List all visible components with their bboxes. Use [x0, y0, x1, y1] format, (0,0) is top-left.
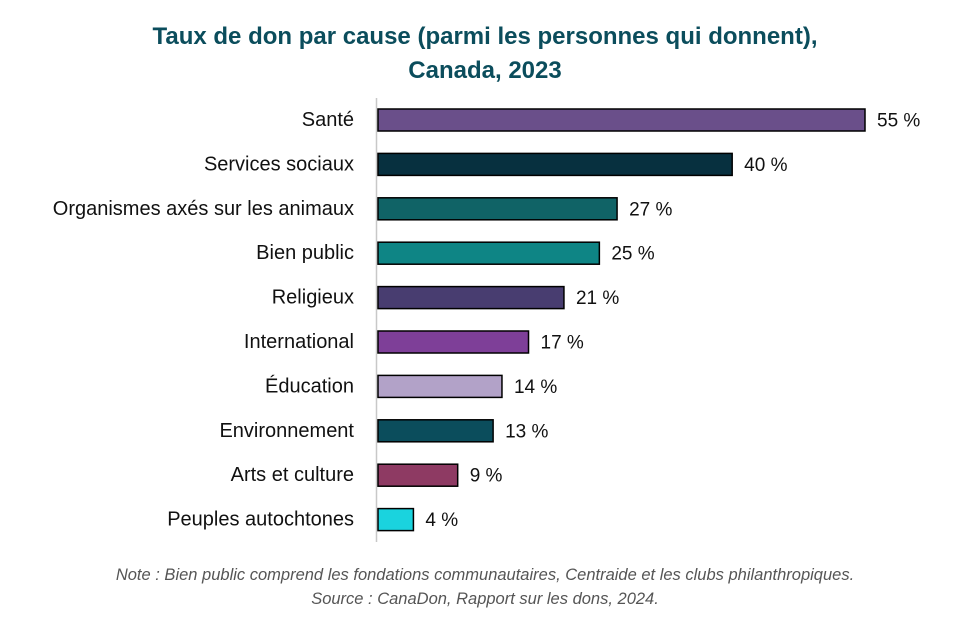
value-label: 4 % [425, 510, 458, 531]
bar [377, 374, 503, 399]
bar [377, 507, 415, 532]
bars-group: Santé 55 % Services sociaux 40 % Organismes … [53, 108, 920, 532]
category-label: Arts et culture [231, 464, 354, 486]
value-label: 25 % [611, 244, 654, 265]
bar [377, 463, 459, 487]
source-text: Source : CanaDon, Rapport sur les dons, … [311, 590, 659, 608]
value-label: 17 % [541, 333, 584, 354]
category-label: Éducation [265, 374, 354, 397]
category-label: Religieux [272, 287, 354, 309]
category-label: Peuples autochtones [167, 509, 354, 531]
value-label: 27 % [629, 199, 672, 220]
chart-title-line1: Taux de don par cause (parmi les personn… [152, 23, 818, 50]
category-label: Environnement [219, 420, 354, 442]
bar [377, 108, 866, 132]
bar [377, 285, 565, 310]
bar [377, 197, 618, 221]
chart-title-line2: Canada, 2023 [408, 57, 562, 84]
category-label: Organismes axés sur les animaux [53, 198, 354, 220]
bar [377, 330, 530, 354]
value-label: 9 % [470, 466, 503, 487]
value-label: 55 % [877, 111, 920, 132]
chart-title: Taux de don par cause (parmi les personn… [0, 20, 970, 88]
category-label: Santé [302, 109, 354, 131]
chart-note: Note : Bien public comprend les fondatio… [0, 563, 970, 611]
value-label: 13 % [505, 421, 548, 442]
value-label: 14 % [514, 377, 557, 398]
category-label: Services sociaux [204, 153, 354, 175]
bar [377, 419, 494, 443]
note-text: Note : Bien public comprend les fondatio… [115, 566, 855, 584]
category-label: International [244, 331, 354, 353]
bar [377, 241, 601, 265]
value-label: 40 % [744, 155, 787, 176]
value-label: 21 % [576, 288, 619, 309]
bar [377, 152, 733, 177]
category-label: Bien public [256, 242, 354, 264]
